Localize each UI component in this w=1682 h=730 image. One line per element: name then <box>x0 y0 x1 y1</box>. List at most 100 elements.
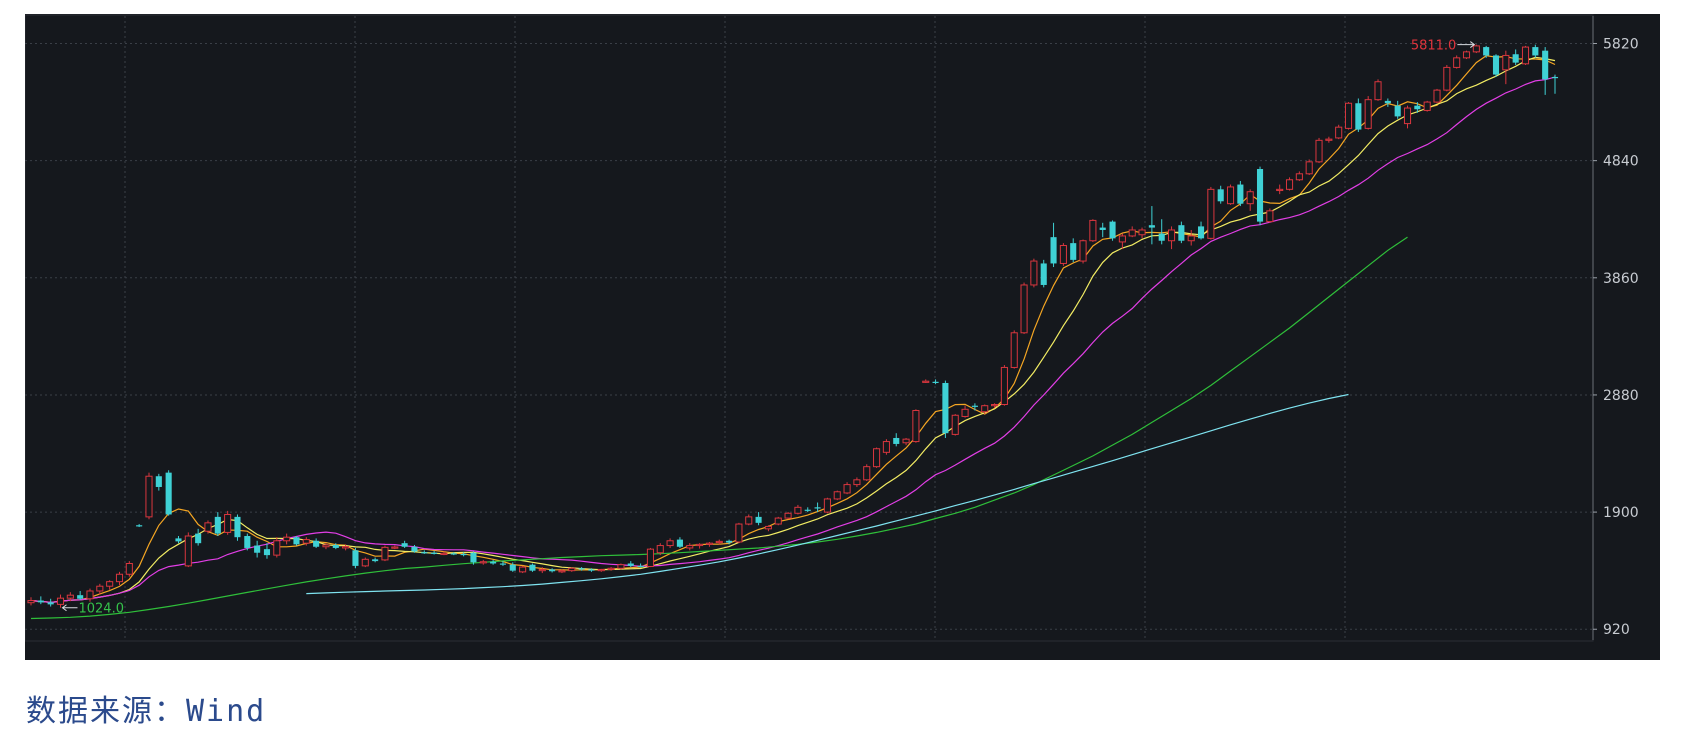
chart-background <box>25 14 1660 660</box>
candle <box>1305 159 1313 175</box>
candle-body <box>981 405 989 413</box>
candle <box>1237 180 1244 207</box>
candle <box>1187 229 1195 246</box>
candle <box>774 516 782 526</box>
candle <box>1551 74 1559 94</box>
candle-body <box>1344 102 1353 129</box>
candle <box>676 537 683 548</box>
candle-body <box>912 409 920 443</box>
candle <box>499 561 506 566</box>
candle <box>686 543 694 551</box>
candle <box>627 561 634 568</box>
low-arrow-icon <box>61 604 78 612</box>
candle-body <box>352 550 359 566</box>
candle-body <box>1030 260 1038 286</box>
candle <box>1492 54 1500 77</box>
candle-body <box>961 408 969 417</box>
candle-body <box>440 552 448 556</box>
y-tick-label: 3860 <box>1603 271 1639 287</box>
candle-body <box>1512 54 1519 63</box>
candle <box>902 437 910 446</box>
candle-body <box>499 563 506 565</box>
candle <box>204 520 212 534</box>
candle-body <box>1374 81 1382 101</box>
candle-body <box>853 479 861 486</box>
candle <box>145 472 153 520</box>
candle <box>1315 137 1323 164</box>
candle <box>814 502 821 513</box>
candle <box>37 596 44 605</box>
candle-body <box>784 512 792 519</box>
candle <box>549 568 556 573</box>
candle <box>646 547 654 568</box>
candle <box>352 547 359 569</box>
candle-body <box>155 476 162 487</box>
candle <box>1472 44 1480 54</box>
candle-body <box>86 590 94 600</box>
candle <box>843 482 851 495</box>
candle-body <box>676 539 683 547</box>
candle <box>1355 98 1362 132</box>
candle <box>735 522 743 544</box>
candle <box>588 568 595 572</box>
candle <box>882 439 890 455</box>
candle <box>1000 365 1008 406</box>
candle-body <box>617 564 625 569</box>
candle-body <box>568 567 576 572</box>
candle <box>912 409 920 443</box>
candle-body <box>195 533 202 544</box>
candle <box>1226 184 1235 205</box>
candle-body <box>1315 139 1323 163</box>
candle-body <box>1542 50 1549 80</box>
candle <box>479 559 487 565</box>
candle-body <box>715 540 723 544</box>
candle-body <box>470 552 477 563</box>
candle <box>1414 102 1421 113</box>
candle-body <box>1000 366 1008 406</box>
candle <box>1443 65 1451 92</box>
candle <box>1178 221 1185 244</box>
candle-body <box>342 546 350 549</box>
candle <box>961 405 969 418</box>
candle-body <box>381 546 389 561</box>
candle-body <box>686 545 694 549</box>
kline-chart: 5820 4840 3860 2880 1900 920 5811.0 1024.0 <box>25 14 1660 660</box>
candle <box>1256 166 1264 226</box>
candle-body <box>1128 229 1136 237</box>
source-caption: 数据来源：Wind <box>26 694 267 729</box>
candle-body <box>293 537 300 545</box>
candle-body <box>755 516 762 523</box>
candle-body <box>538 568 546 572</box>
candle <box>460 552 467 557</box>
candle-body <box>597 568 605 572</box>
candle <box>1394 100 1401 119</box>
candle <box>1079 239 1087 264</box>
candle <box>538 567 546 574</box>
candle <box>175 536 182 544</box>
candle <box>1118 233 1126 250</box>
candle-body <box>1551 76 1559 79</box>
candle-body <box>204 522 212 532</box>
candle <box>214 512 221 536</box>
candle <box>1266 208 1274 223</box>
candle-body <box>1197 226 1205 239</box>
candle-body <box>313 540 320 547</box>
candle <box>1276 184 1284 195</box>
candle <box>115 571 124 586</box>
candle-body <box>184 535 192 567</box>
candle <box>745 514 753 526</box>
candle-body <box>1472 45 1480 53</box>
candle <box>273 537 281 558</box>
candle <box>1099 222 1106 238</box>
candle-body <box>490 561 497 564</box>
candle <box>656 543 664 556</box>
candle <box>263 543 271 559</box>
candle <box>1364 96 1372 130</box>
candle-body <box>1384 100 1391 104</box>
candle-body <box>1532 47 1539 56</box>
candle <box>764 525 772 532</box>
candle <box>66 592 74 602</box>
candle <box>1030 258 1038 288</box>
candle-body <box>666 540 674 547</box>
candle-body <box>1079 240 1087 262</box>
